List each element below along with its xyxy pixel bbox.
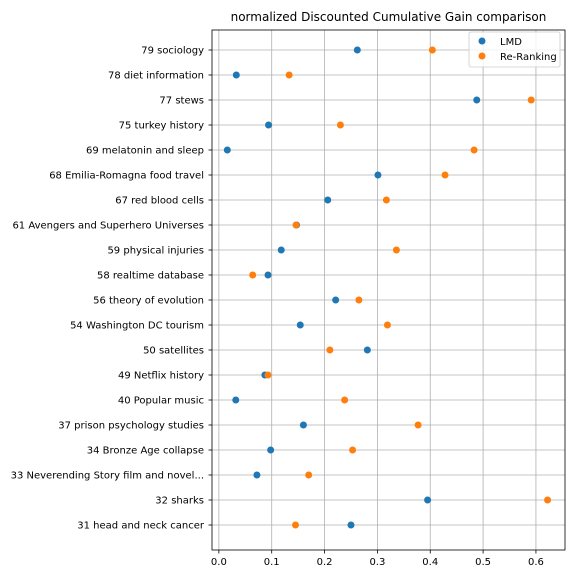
legend-box <box>468 31 561 68</box>
point-re-ranking <box>527 96 535 104</box>
y-tick-label: 75 turkey history <box>119 121 204 132</box>
point-re-ranking <box>285 71 293 79</box>
y-tick-label: 50 satellites <box>143 346 204 357</box>
x-tick-label: 0.2 <box>317 557 333 568</box>
point-lmd <box>473 96 481 104</box>
point-lmd <box>424 496 432 504</box>
point-lmd <box>347 521 355 529</box>
legend: LMD Re-Ranking <box>468 31 561 68</box>
chart-title: normalized Discounted Cumulative Gain co… <box>231 10 547 24</box>
point-re-ranking <box>291 521 299 529</box>
y-tick-label: 31 head and neck cancer <box>77 521 205 532</box>
point-lmd <box>324 196 332 204</box>
point-lmd <box>223 146 231 154</box>
point-re-ranking <box>264 371 272 379</box>
point-lmd <box>232 71 240 79</box>
legend-marker-reranking <box>478 52 486 60</box>
y-tick-label: 79 sociology <box>141 46 204 57</box>
point-re-ranking <box>355 296 363 304</box>
point-re-ranking <box>414 421 422 429</box>
point-re-ranking <box>428 46 436 54</box>
legend-label-lmd: LMD <box>500 37 522 48</box>
x-axis-ticks: 0.0 0.1 0.2 0.3 0.4 0.5 0.6 <box>211 550 544 568</box>
point-lmd <box>264 271 272 279</box>
point-re-ranking <box>349 446 357 454</box>
y-tick-label: 40 Popular music <box>118 396 204 407</box>
point-re-ranking <box>382 196 390 204</box>
point-re-ranking <box>470 146 478 154</box>
legend-marker-lmd <box>478 37 486 45</box>
y-tick-label: 34 Bronze Age collapse <box>87 446 204 457</box>
y-tick-label: 37 prison psychology studies <box>58 421 204 432</box>
point-re-ranking <box>249 271 257 279</box>
data-points <box>223 46 552 529</box>
point-re-ranking <box>441 171 449 179</box>
point-lmd <box>265 121 273 129</box>
point-re-ranking <box>392 246 400 254</box>
point-lmd <box>363 346 371 354</box>
x-tick-label: 0.5 <box>475 557 491 568</box>
y-tick-label: 33 Neverending Story film and novel... <box>11 471 204 482</box>
point-lmd <box>374 171 382 179</box>
y-tick-label: 32 sharks <box>155 496 204 507</box>
point-re-ranking <box>336 121 344 129</box>
point-lmd <box>267 446 275 454</box>
x-tick-label: 0.6 <box>528 557 544 568</box>
point-re-ranking <box>341 396 349 404</box>
y-tick-label: 56 theory of evolution <box>93 296 204 307</box>
point-re-ranking <box>544 496 552 504</box>
point-re-ranking <box>383 321 391 329</box>
point-lmd <box>296 321 304 329</box>
point-lmd <box>353 46 361 54</box>
y-tick-label: 78 diet information <box>108 71 204 82</box>
point-re-ranking <box>292 221 300 229</box>
y-tick-label: 59 physical injuries <box>107 246 204 257</box>
plot-frame <box>211 29 566 551</box>
x-tick-label: 0.3 <box>369 557 385 568</box>
point-re-ranking <box>305 471 313 479</box>
point-re-ranking <box>326 346 334 354</box>
y-tick-label: 58 realtime database <box>97 271 204 282</box>
y-tick-label: 61 Avengers and Superhero Universes <box>12 221 204 232</box>
point-lmd <box>253 471 261 479</box>
y-axis-ticks: 79 sociology 78 diet information 77 stews 7… <box>11 46 212 532</box>
point-lmd <box>232 396 240 404</box>
point-lmd <box>277 246 285 254</box>
x-tick-label: 0.4 <box>422 557 438 568</box>
point-lmd <box>299 421 307 429</box>
y-tick-label: 68 Emilia-Romagna food travel <box>49 171 204 182</box>
y-tick-label: 67 red blood cells <box>115 196 204 207</box>
legend-label-reranking: Re-Ranking <box>500 52 557 63</box>
y-tick-label: 69 melatonin and sleep <box>86 146 204 157</box>
grid <box>212 30 565 550</box>
x-tick-label: 0.0 <box>211 557 227 568</box>
y-tick-label: 54 Washington DC tourism <box>70 321 204 332</box>
x-tick-label: 0.1 <box>264 557 280 568</box>
y-tick-label: 49 Netflix history <box>118 371 204 382</box>
point-lmd <box>332 296 340 304</box>
y-tick-label: 77 stews <box>159 96 204 107</box>
